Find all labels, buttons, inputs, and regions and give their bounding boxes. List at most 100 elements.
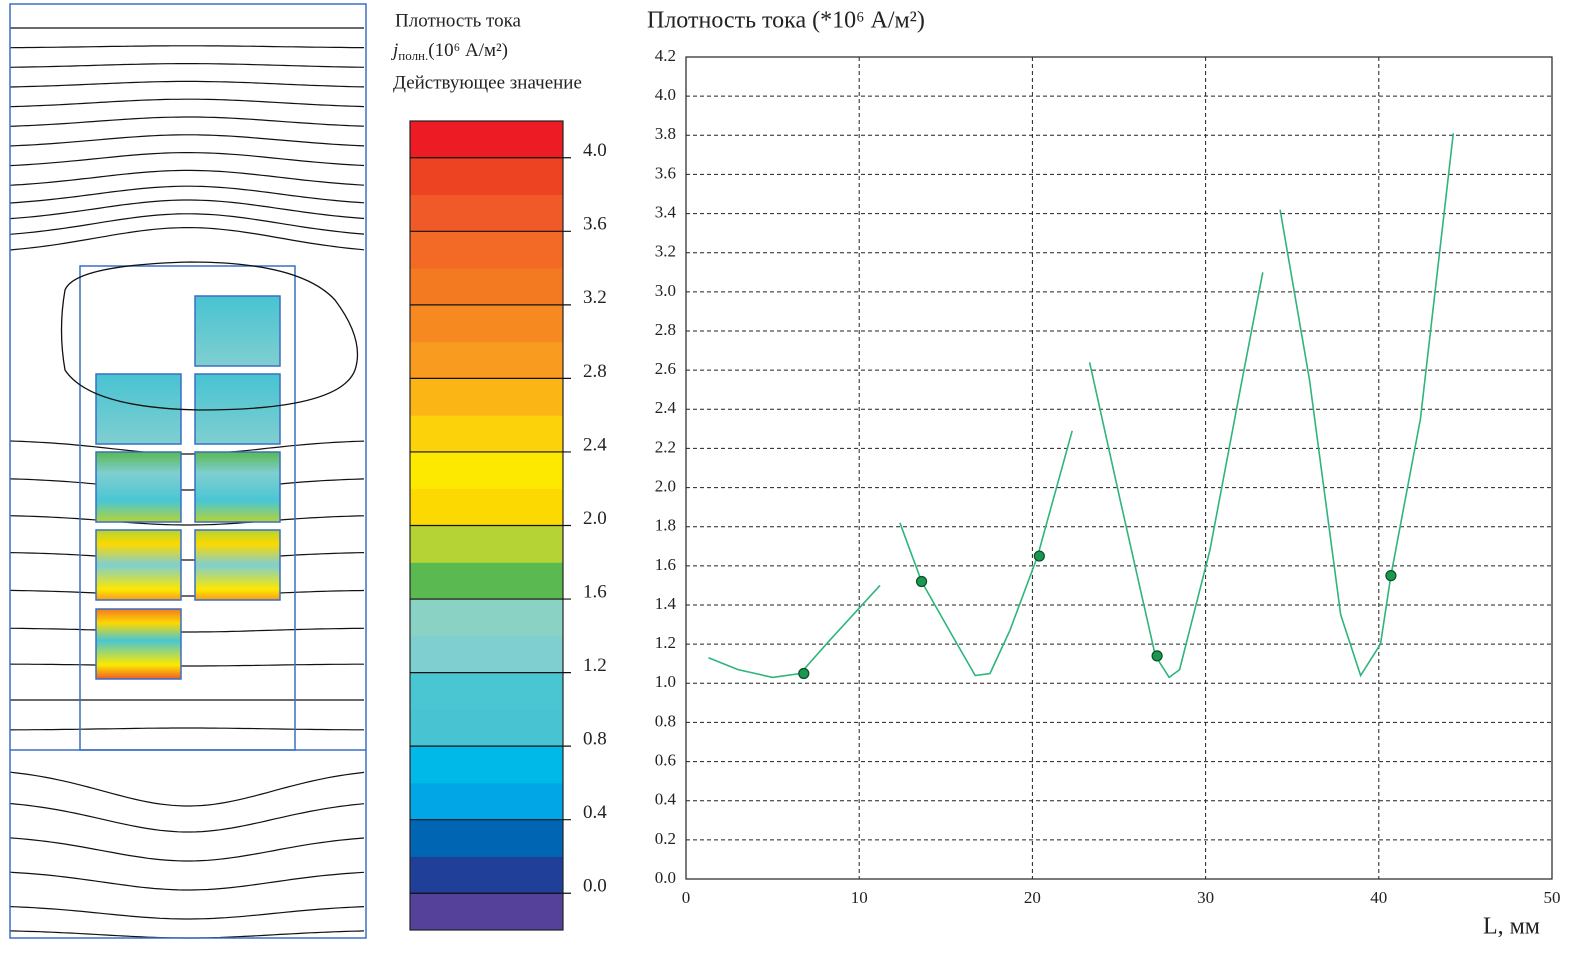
data-line — [708, 133, 1455, 679]
x-tick-label: 10 — [851, 888, 868, 907]
x-tick-label: 30 — [1197, 888, 1214, 907]
color-band — [410, 121, 563, 159]
color-band — [410, 819, 563, 857]
field-line — [9, 185, 365, 204]
domain-border — [9, 3, 367, 939]
color-band — [410, 378, 563, 416]
y-tick-label: 0.0 — [655, 868, 676, 887]
color-scale: 4.0 3.6 3.2 2.8 2.4 2.0 1.6 1.2 0.8 0.4 0.0 — [409, 120, 607, 931]
field-line — [9, 802, 365, 833]
scale-tick-label: 2.0 — [583, 508, 607, 529]
conductor — [95, 451, 182, 523]
scale-tick-label: 0.4 — [583, 802, 607, 823]
color-band — [410, 746, 563, 784]
y-tick-label: 1.4 — [655, 594, 677, 613]
color-band — [410, 415, 563, 453]
scale-tick-label: 2.8 — [583, 361, 607, 382]
color-band — [410, 268, 563, 306]
data-point — [798, 667, 810, 680]
field-line — [9, 871, 365, 891]
scale-tick-label: 1.2 — [583, 655, 607, 676]
x-tick-label: 40 — [1370, 888, 1387, 907]
scale-tick-label: 1.6 — [583, 581, 607, 602]
scale-tick-label: 4.0 — [583, 140, 607, 161]
x-tick-label: 20 — [1024, 888, 1041, 907]
field-line — [9, 116, 365, 127]
y-tick-label: 4.2 — [655, 46, 676, 65]
y-tick-label: 2.8 — [655, 320, 676, 339]
chart-title: Плотность тока (*10⁶ А/м²) — [647, 8, 925, 34]
y-tick-label: 2.0 — [655, 476, 676, 495]
scale-tick-label: 0.8 — [583, 728, 607, 749]
y-tick-label: 4.0 — [655, 85, 676, 104]
conductor — [95, 529, 182, 601]
field-line — [9, 98, 365, 108]
field-line — [9, 213, 365, 235]
quantity: j — [390, 40, 398, 61]
field-line — [9, 440, 365, 455]
scale-subtitle: Действующее значение — [393, 72, 582, 93]
color-band — [410, 488, 563, 526]
y-tick-label: 0.2 — [655, 829, 676, 848]
color-band — [410, 304, 563, 343]
field-line — [9, 45, 364, 49]
conductor — [95, 608, 182, 680]
field-line — [10, 627, 365, 633]
field-line — [9, 906, 365, 920]
plot-frame — [685, 56, 1553, 880]
scale-units: jполн.(10⁶ А/м²) — [390, 40, 508, 63]
x-tick-label: 0 — [682, 888, 691, 907]
color-band — [410, 562, 563, 600]
data-point — [915, 575, 928, 588]
color-band — [410, 451, 563, 490]
units: (10⁶ А/м²) — [428, 40, 508, 61]
field-line — [9, 727, 364, 731]
field-line — [9, 930, 365, 939]
color-band — [410, 709, 563, 747]
field-line — [9, 771, 365, 807]
field-line — [9, 515, 365, 526]
y-tick-label: 1.6 — [655, 555, 676, 574]
field-line — [9, 227, 365, 251]
field-loop — [60, 261, 359, 411]
color-band — [410, 341, 563, 379]
field-line — [9, 552, 365, 561]
color-band — [410, 157, 563, 196]
conductors — [95, 295, 281, 680]
y-tick-label: 3.4 — [655, 202, 677, 221]
scale-title: Плотность тока — [395, 10, 522, 31]
color-band — [410, 635, 563, 674]
color-band — [410, 782, 563, 821]
y-tick-label: 0.6 — [655, 750, 676, 769]
field-line — [9, 589, 365, 597]
quantity-sub: полн. — [398, 48, 428, 63]
y-tick-label: 2.4 — [655, 398, 677, 417]
scale-tick-label: 0.0 — [583, 876, 607, 897]
y-tick-label: 2.2 — [655, 437, 676, 456]
color-band — [410, 194, 563, 232]
scale-tick-label: 3.2 — [583, 287, 607, 308]
color-band — [410, 893, 563, 931]
field-line — [9, 63, 365, 68]
color-band — [410, 856, 563, 894]
y-tick-label: 3.0 — [655, 281, 676, 300]
color-band — [410, 672, 563, 710]
y-tick-label: 0.4 — [655, 790, 677, 809]
conductor — [194, 295, 281, 367]
data-point — [1385, 570, 1397, 582]
field-line — [9, 663, 364, 667]
field-line — [9, 199, 365, 220]
x-tick-label: 50 — [1544, 888, 1561, 907]
scale-tick-label: 3.6 — [583, 214, 607, 235]
y-tick-label: 1.2 — [655, 633, 676, 652]
y-tick-label: 1.0 — [655, 672, 676, 691]
y-tick-label: 2.6 — [655, 359, 676, 378]
color-band — [410, 231, 563, 269]
color-band — [410, 599, 563, 637]
line-chart: 0.0 0.2 0.4 0.6 0.8 1.0 1.2 1.4 1.6 1.8 2.0 2.2 2.4 2… — [655, 46, 1561, 907]
conductor — [194, 451, 281, 523]
y-tick-label: 1.8 — [655, 516, 676, 535]
conductor — [194, 529, 281, 601]
x-axis-label: L, мм — [1483, 914, 1540, 940]
